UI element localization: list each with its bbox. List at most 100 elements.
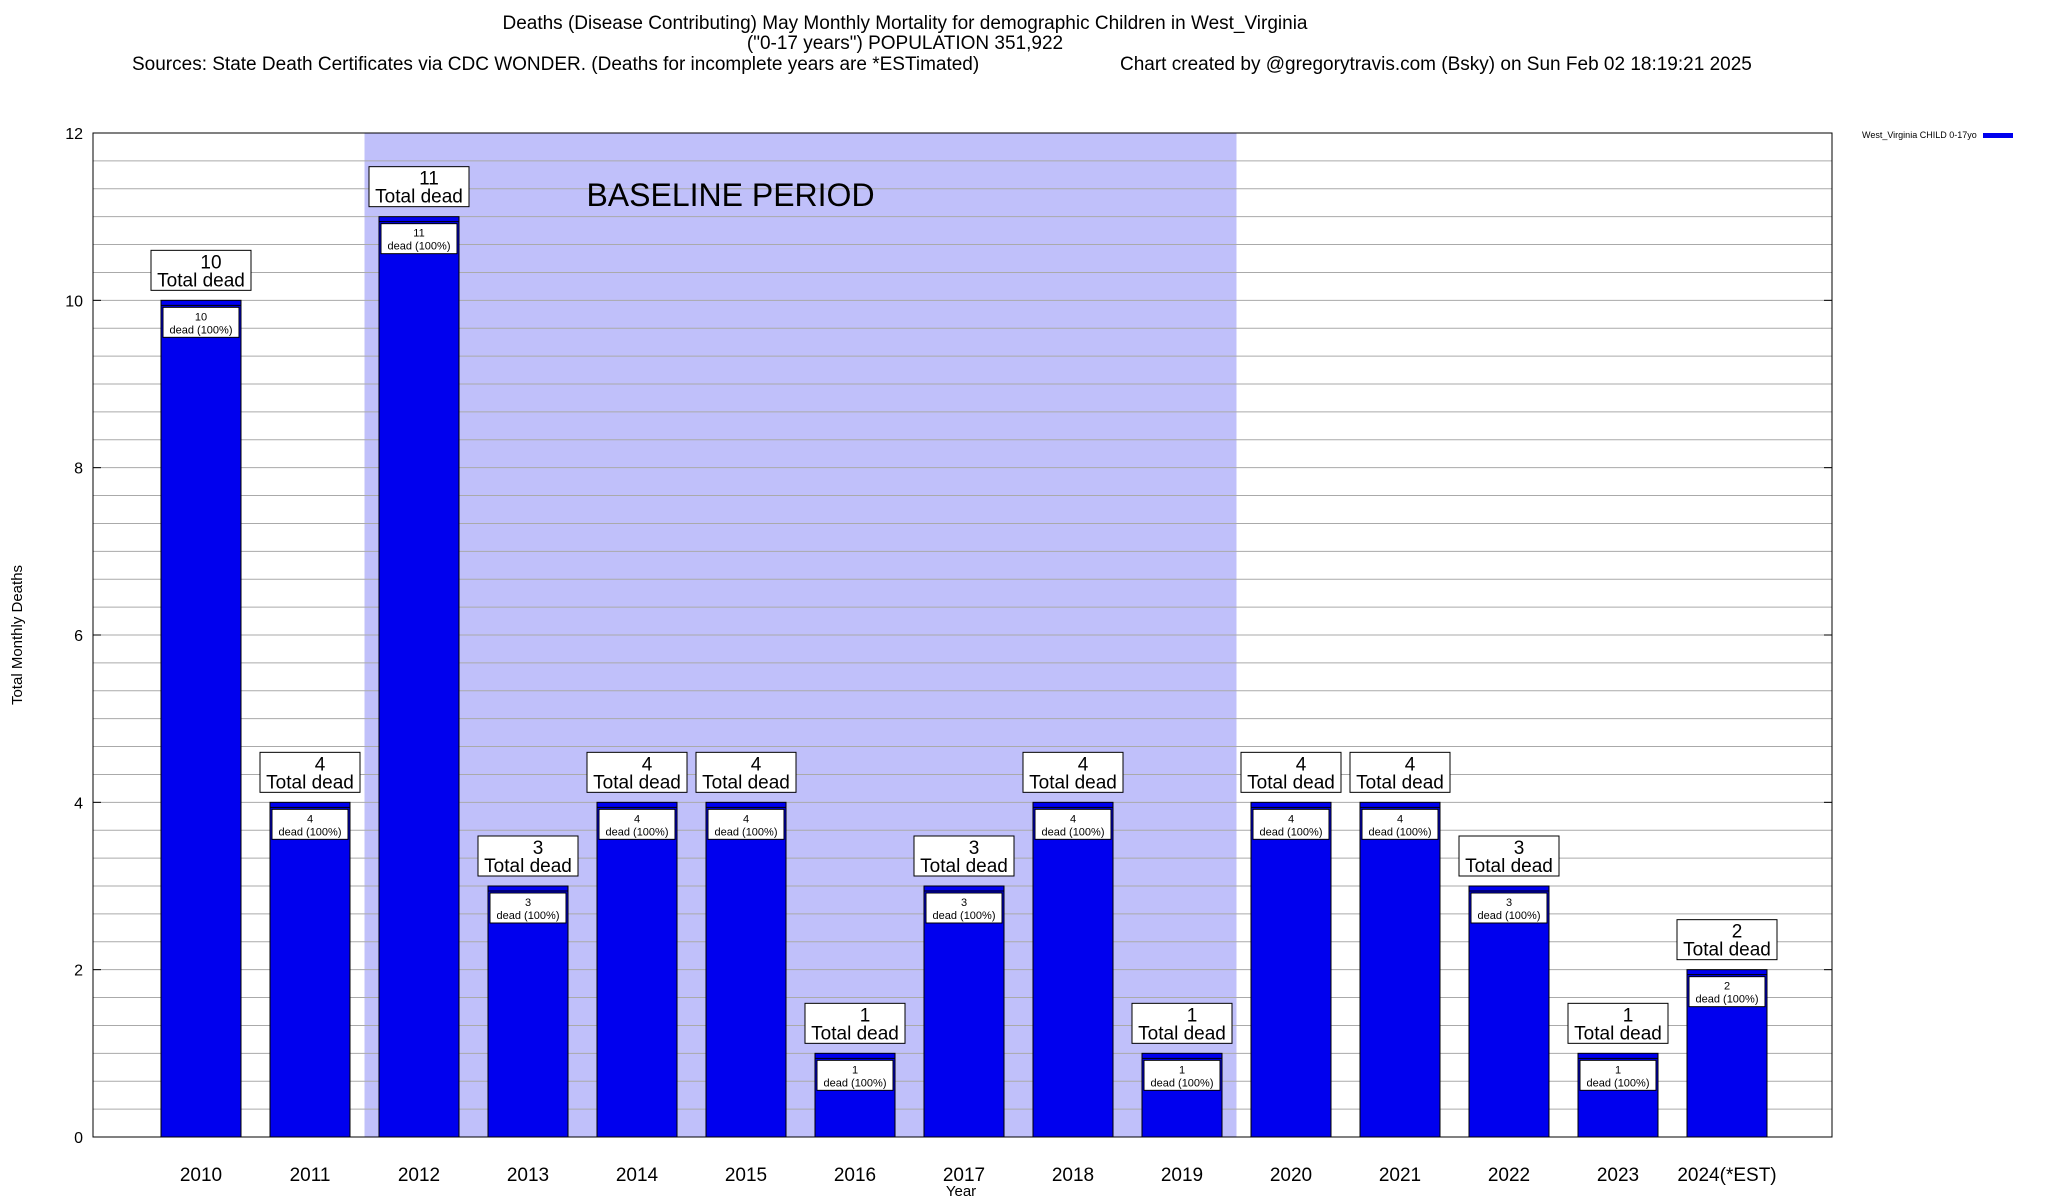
y-tick-label: 2 [74, 963, 83, 980]
inner-label-text: dead (100%) [279, 826, 342, 838]
inner-label-count: 11 [413, 228, 424, 240]
total-label-box [1567, 1002, 1669, 1044]
y-tick-label: 4 [74, 795, 83, 812]
x-tick-label: 2010 [180, 1165, 222, 1186]
inner-label-box [1579, 1059, 1657, 1091]
inner-label-text: dead (100%) [1369, 826, 1432, 838]
total-label-count: 2 [1732, 922, 1743, 943]
total-label-text: Total dead [1574, 1023, 1662, 1044]
x-axis-label: Year [946, 1183, 976, 1200]
inner-label-text: dead (100%) [1587, 1077, 1650, 1089]
bar [269, 801, 351, 1138]
total-label-count: 4 [1405, 754, 1416, 775]
bar [1359, 801, 1441, 1138]
total-label-count: 3 [969, 838, 980, 859]
bar [1250, 801, 1332, 1138]
total-label-count: 1 [1623, 1005, 1634, 1026]
inner-label-count: 4 [1397, 813, 1403, 825]
inner-label-count: 4 [743, 813, 749, 825]
total-label-text: Total dead [811, 1023, 899, 1044]
y-tick-label: 10 [65, 293, 83, 310]
baseline-label: BASELINE PERIOD [586, 177, 874, 213]
total-label-box [1349, 751, 1451, 793]
total-label-box [1676, 919, 1778, 961]
inner-label-text: dead (100%) [715, 826, 778, 838]
total-label-count: 1 [860, 1005, 871, 1026]
inner-label-text: dead (100%) [824, 1077, 887, 1089]
x-tick-label: 2013 [507, 1165, 549, 1186]
total-label-text: Total dead [593, 772, 681, 793]
total-label-text: Total dead [1465, 856, 1553, 877]
total-label-text: Total dead [1683, 940, 1771, 961]
total-label-text: Total dead [266, 772, 354, 793]
x-tick-label: 2021 [1379, 1165, 1421, 1186]
x-tick-label: 2019 [1161, 1165, 1203, 1186]
inner-label-box [1252, 808, 1330, 840]
total-label-text: Total dead [1356, 772, 1444, 793]
inner-label-text: dead (100%) [388, 241, 451, 253]
total-label-count: 4 [1078, 754, 1089, 775]
chart-subtitle: ("0-17 years") POPULATION 351,922 [746, 33, 1064, 54]
x-tick-label: 2012 [398, 1165, 440, 1186]
x-tick-label: 2017 [943, 1165, 985, 1186]
inner-label-text: dead (100%) [1260, 826, 1323, 838]
x-tick-label: 2022 [1488, 1165, 1530, 1186]
inner-label-count: 4 [1288, 813, 1294, 825]
inner-label-text: dead (100%) [170, 324, 233, 336]
legend-label: West_Virginia CHILD 0-17yo [1862, 130, 1977, 140]
inner-label-box [1688, 976, 1766, 1008]
inner-label-count: 2 [1724, 981, 1730, 993]
total-label-text: Total dead [1029, 772, 1117, 793]
bar [923, 885, 1005, 1138]
inner-label-box [1143, 1059, 1221, 1091]
total-label-count: 4 [751, 754, 762, 775]
x-tick-label: 2011 [290, 1165, 331, 1186]
total-label-count: 3 [533, 838, 544, 859]
y-tick-label: 12 [65, 126, 83, 143]
total-label-text: Total dead [1138, 1023, 1226, 1044]
chart-title: Deaths (Disease Contributing) May Monthl… [502, 13, 1308, 34]
bar [596, 801, 678, 1138]
inner-label-text: dead (100%) [606, 826, 669, 838]
inner-label-box [162, 306, 240, 338]
inner-label-count: 3 [1506, 897, 1512, 909]
total-label-box [586, 751, 688, 793]
total-label-box [1131, 1002, 1233, 1044]
inner-label-count: 3 [961, 897, 967, 909]
inner-label-count: 4 [307, 813, 313, 825]
bar [1468, 885, 1550, 1138]
x-tick-label: 2015 [725, 1165, 767, 1186]
inner-label-box [1470, 892, 1548, 924]
inner-label-text: dead (100%) [933, 910, 996, 922]
total-label-count: 1 [1187, 1005, 1198, 1026]
total-label-count: 10 [200, 252, 221, 273]
y-tick-label: 8 [74, 461, 83, 478]
x-tick-label: 2023 [1597, 1165, 1639, 1186]
chart-sources: Sources: State Death Certificates via CD… [132, 54, 980, 75]
inner-label-box [707, 808, 785, 840]
inner-label-count: 4 [634, 813, 640, 825]
inner-label-count: 1 [1179, 1064, 1185, 1076]
inner-label-count: 4 [1070, 813, 1076, 825]
inner-label-count: 3 [525, 897, 531, 909]
total-label-box [259, 751, 361, 793]
inner-label-count: 1 [1615, 1064, 1621, 1076]
total-label-box [150, 249, 252, 291]
total-label-text: Total dead [484, 856, 572, 877]
total-label-count: 3 [1514, 838, 1525, 859]
inner-label-text: dead (100%) [1151, 1077, 1214, 1089]
total-label-box [368, 166, 470, 208]
bar [487, 885, 569, 1138]
y-axis-label: Total Monthly Deaths [9, 565, 26, 705]
inner-label-box [1034, 808, 1112, 840]
x-tick-label: 2024(*EST) [1677, 1165, 1776, 1186]
inner-label-count: 10 [195, 311, 207, 323]
legend: West_Virginia CHILD 0-17yo [1862, 130, 2013, 140]
total-label-box [913, 835, 1015, 877]
total-label-count: 4 [1296, 754, 1307, 775]
bar [378, 216, 460, 1138]
total-label-box [804, 1002, 906, 1044]
total-label-box [477, 835, 579, 877]
total-label-text: Total dead [157, 270, 245, 291]
